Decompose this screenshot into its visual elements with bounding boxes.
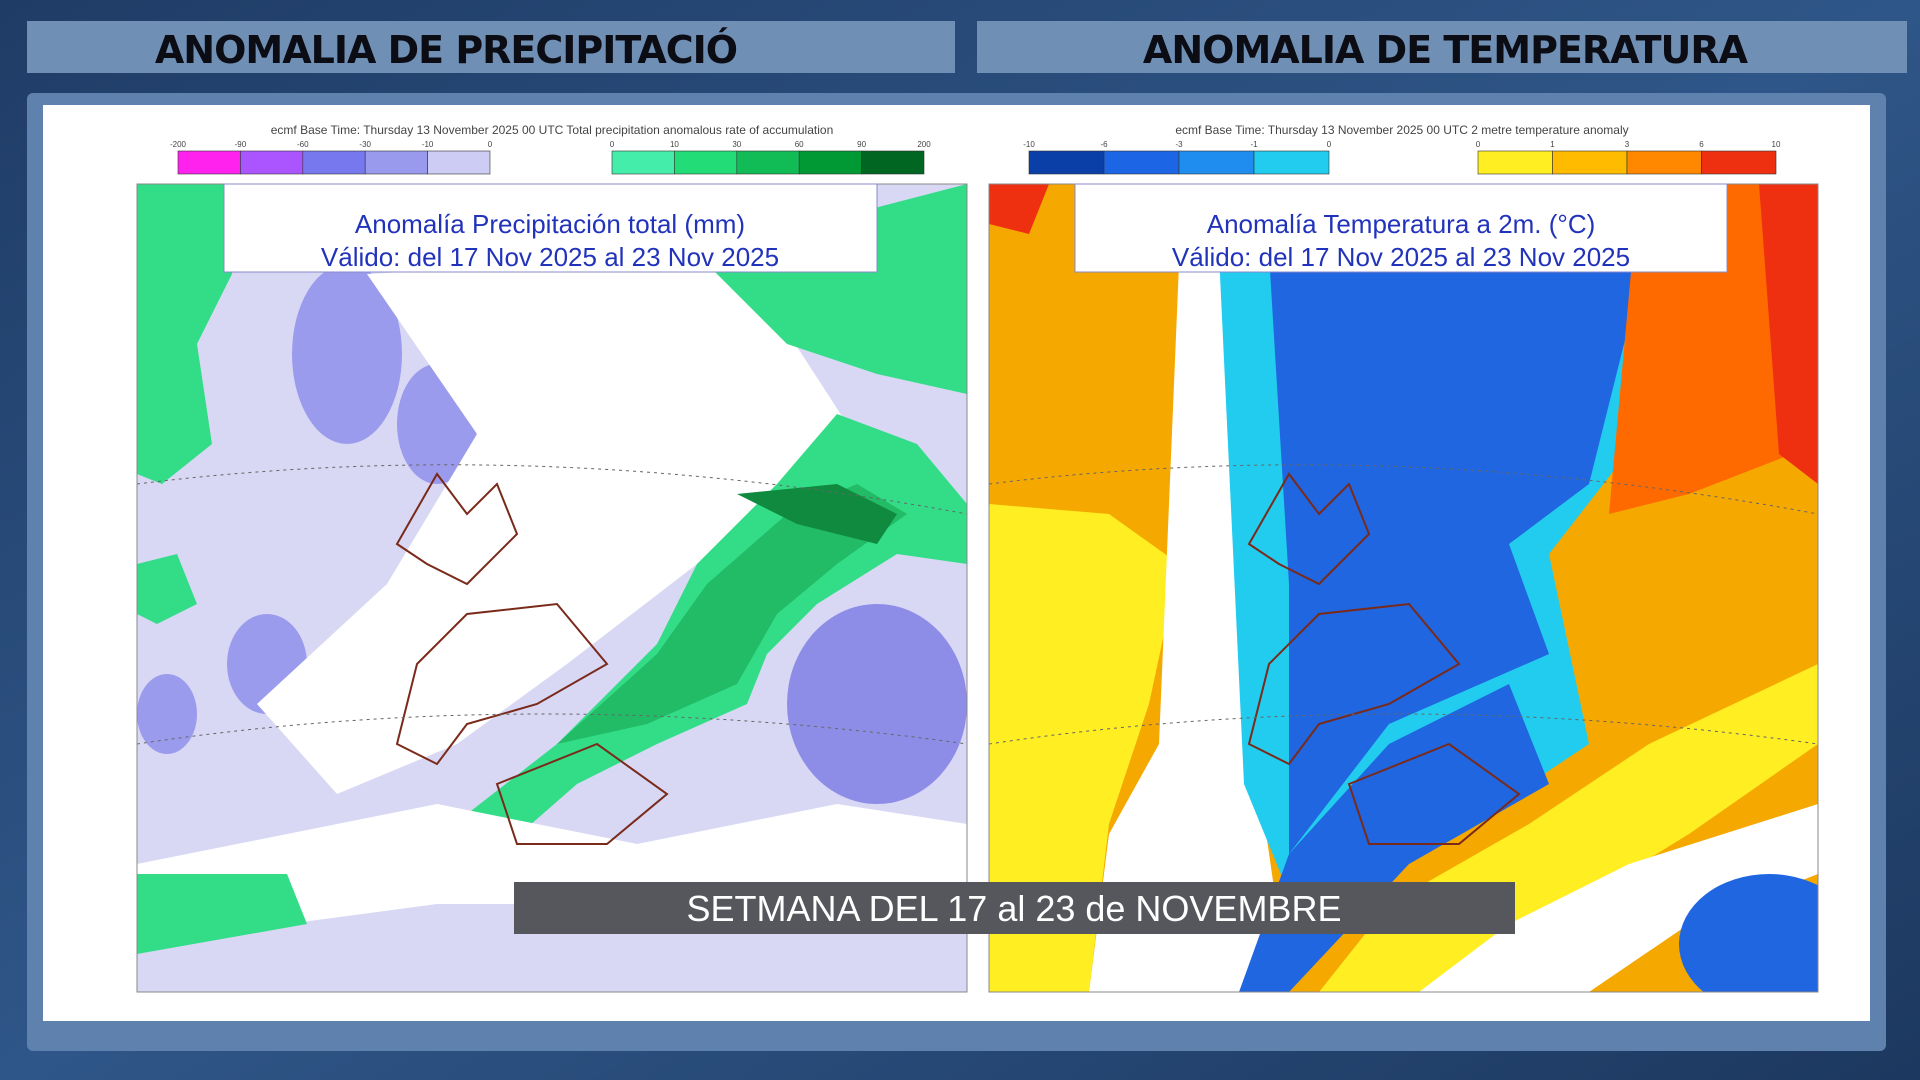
header-title: ANOMALIA DE PRECIPITACIÓ xyxy=(155,28,737,72)
map-title: Anomalía Precipitación total (mm) xyxy=(355,209,745,239)
legend-tick-label: -3 xyxy=(1175,140,1183,149)
legend-swatch xyxy=(1178,150,1255,175)
legend-tick-label: 90 xyxy=(857,140,866,149)
legend-header: ecmf Base Time: Thursday 13 November 202… xyxy=(1175,123,1628,137)
legend-swatch xyxy=(736,150,800,175)
header-bar xyxy=(977,21,1907,73)
legend-swatch xyxy=(861,150,925,175)
legend-swatch xyxy=(1477,150,1553,175)
legend-tick-label: -30 xyxy=(359,140,371,149)
legend-tick-label: 6 xyxy=(1699,140,1704,149)
legend-tick-label: -90 xyxy=(235,140,247,149)
legend-swatch xyxy=(1103,150,1180,175)
map-subtitle: Válido: del 17 Nov 2025 al 23 Nov 2025 xyxy=(1172,242,1630,272)
legend-swatch xyxy=(177,150,241,175)
map-subtitle: Válido: del 17 Nov 2025 al 23 Nov 2025 xyxy=(321,242,779,272)
legend-swatch xyxy=(302,150,366,175)
legend-tick-label: -1 xyxy=(1250,140,1258,149)
legend-tick-label: 0 xyxy=(610,140,615,149)
legend-tick-label: 0 xyxy=(488,140,493,149)
legend-swatch xyxy=(1626,150,1702,175)
legend-tick-label: 10 xyxy=(1772,140,1781,149)
legend-tick-label: 0 xyxy=(1476,140,1481,149)
legend-tick-label: 30 xyxy=(732,140,741,149)
legend-swatch xyxy=(1028,150,1105,175)
legend-swatch xyxy=(611,150,675,175)
legend-swatch xyxy=(1701,150,1777,175)
legend-header: ecmf Base Time: Thursday 13 November 202… xyxy=(271,123,834,137)
temperature-map xyxy=(989,184,1818,992)
caption: SETMANA DEL 17 al 23 de NOVEMBRE xyxy=(687,888,1342,929)
legend-tick-label: 200 xyxy=(917,140,931,149)
legend-tick-label: 60 xyxy=(795,140,804,149)
legend-swatch xyxy=(798,150,862,175)
caption-bar xyxy=(514,882,1515,934)
legend-swatch xyxy=(674,150,738,175)
header-title: ANOMALIA DE TEMPERATURA xyxy=(1143,28,1749,72)
legend-tick-label: 10 xyxy=(670,140,679,149)
legend-tick-label: -60 xyxy=(297,140,309,149)
map-title-box xyxy=(1074,183,1728,273)
legend-swatch xyxy=(1552,150,1628,175)
legend-swatch xyxy=(240,150,304,175)
legend-tick-label: 1 xyxy=(1550,140,1555,149)
legend-swatch xyxy=(427,150,491,175)
legend-tick-label: -10 xyxy=(1023,140,1035,149)
legend-tick-label: -6 xyxy=(1100,140,1108,149)
map-title: Anomalía Temperatura a 2m. (°C) xyxy=(1207,209,1596,239)
legend-swatch xyxy=(364,150,428,175)
legend-tick-label: 0 xyxy=(1327,140,1332,149)
header-bar xyxy=(27,21,955,73)
legend-tick-label: -200 xyxy=(170,140,187,149)
legend-tick-label: -10 xyxy=(422,140,434,149)
legend-swatch xyxy=(1253,150,1330,175)
legends: -200 -90 -60 -30 -10 0 0 10 30 60 90 200 -10 -6 -3 -1 0 0… xyxy=(170,140,1781,175)
legend-tick-label: 3 xyxy=(1625,140,1630,149)
map-title-box xyxy=(223,183,878,273)
precipitation-map xyxy=(137,184,967,992)
